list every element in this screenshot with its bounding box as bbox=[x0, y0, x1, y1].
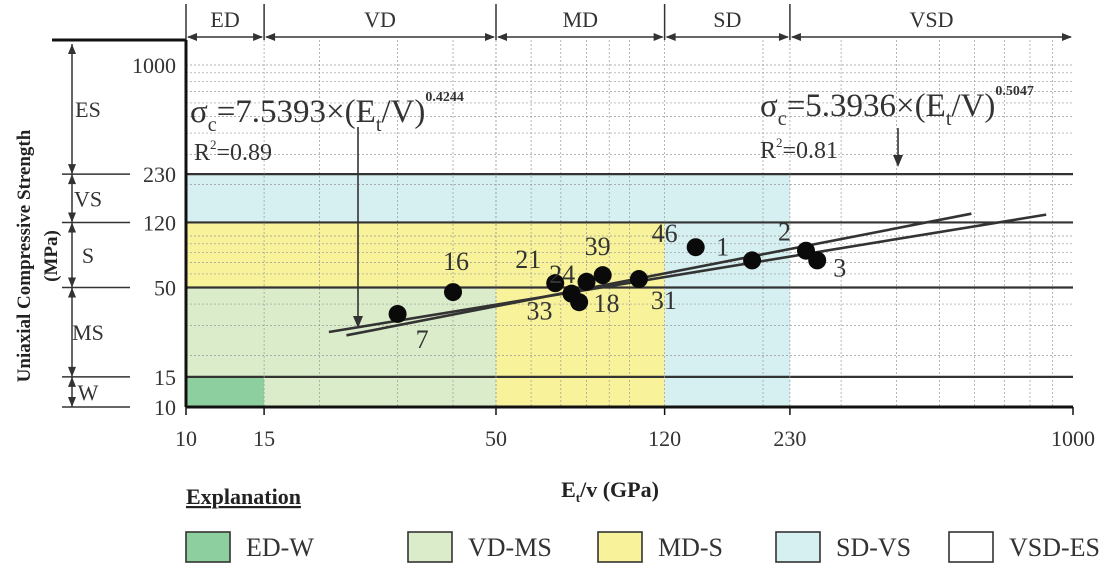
x-class-arrowhead bbox=[496, 33, 507, 41]
data-point bbox=[743, 251, 762, 270]
y-class-arrowhead bbox=[68, 44, 76, 54]
data-point bbox=[570, 293, 589, 312]
fit-line-2 bbox=[328, 213, 1047, 334]
y-class-arrowhead bbox=[68, 376, 76, 387]
x-class-arrowhead bbox=[187, 33, 197, 41]
r2-right: R2=0.81 bbox=[760, 135, 838, 164]
y-class-arrowhead bbox=[68, 287, 76, 298]
arrowhead-left bbox=[353, 316, 363, 328]
legend-label: VSD-ES bbox=[1009, 533, 1100, 562]
data-point bbox=[808, 251, 827, 270]
x-class-label: VSD bbox=[909, 7, 953, 32]
y-axis-unit: (MPa) bbox=[41, 230, 62, 282]
x-tick-label: 1000 bbox=[1051, 426, 1095, 451]
legend-swatch-ed-w bbox=[185, 531, 231, 563]
y-class-arrowhead bbox=[68, 164, 76, 175]
data-point bbox=[444, 283, 463, 302]
point-label: 33 bbox=[527, 297, 553, 326]
y-class-arrowhead bbox=[68, 212, 76, 223]
y-tick-label: 50 bbox=[154, 275, 176, 300]
x-class-arrowhead bbox=[253, 33, 264, 41]
data-points: 7 16 21 33 24 18 39 31 46 1 2 3 bbox=[388, 218, 846, 354]
legend-swatch-vsd-es bbox=[948, 531, 994, 563]
point-label: 16 bbox=[443, 247, 469, 276]
fit-equation-right: σc=5.3936×(Et/V)0.5047 R2=0.81 bbox=[760, 84, 1034, 164]
legend-swatch-vd-ms bbox=[407, 531, 453, 563]
y-tick-label: 15 bbox=[154, 365, 176, 390]
y-class-arrowhead bbox=[68, 366, 76, 377]
y-class-label: VS bbox=[74, 186, 102, 211]
x-class-label: ED bbox=[210, 7, 239, 32]
x-class-arrowhead bbox=[665, 33, 676, 41]
point-label: 31 bbox=[651, 286, 677, 315]
x-class-label: MD bbox=[563, 7, 598, 32]
data-point bbox=[629, 270, 648, 289]
data-point bbox=[546, 274, 565, 293]
x-axis-title: Et/v (GPa) bbox=[561, 477, 659, 505]
legend-swatch-md-s bbox=[597, 531, 643, 563]
equation-right: σc=5.3936×(Et/V)0.5047 bbox=[760, 84, 1034, 130]
legend-label: SD-VS bbox=[836, 533, 911, 562]
axis-ticks: 10 15 50 120 230 1000 10 15 50 120 230 1000 bbox=[132, 53, 1095, 451]
x-class-arrowhead bbox=[653, 33, 664, 41]
legend-title: Explanation bbox=[186, 484, 301, 509]
y-tick-label: 10 bbox=[154, 395, 176, 420]
y-class-arrowhead bbox=[68, 277, 76, 288]
y-axis-title: Uniaxial Compressive Strength bbox=[14, 129, 35, 382]
legend: Explanation ED-W VD-MS MD-S SD-VS VSD-ES bbox=[185, 484, 1100, 563]
x-class-label: VD bbox=[364, 7, 396, 32]
point-label: 18 bbox=[594, 289, 620, 318]
x-class-arrowhead bbox=[790, 33, 801, 41]
point-label: 2 bbox=[778, 218, 791, 247]
y-tick-label: 1000 bbox=[132, 53, 176, 78]
y-class-arrowhead bbox=[68, 222, 76, 233]
equation-left: σc=7.5393×(Et/V)0.4244 bbox=[190, 90, 464, 136]
point-label: 3 bbox=[833, 253, 846, 282]
y-tick-label: 120 bbox=[143, 210, 176, 235]
legend-swatch-sd-vs bbox=[775, 531, 821, 563]
x-class-arrowhead bbox=[1062, 33, 1072, 41]
r2-left: R2=0.89 bbox=[194, 137, 272, 166]
point-label: 21 bbox=[515, 245, 541, 274]
x-tick-label: 15 bbox=[253, 426, 275, 451]
x-tick-label: 230 bbox=[773, 426, 806, 451]
x-class-label: SD bbox=[713, 7, 741, 32]
legend-label: ED-W bbox=[246, 533, 314, 562]
x-class-arrowhead bbox=[484, 33, 495, 41]
y-tick-label: 230 bbox=[143, 162, 176, 187]
data-point bbox=[593, 266, 612, 285]
arrowhead-right bbox=[893, 155, 903, 167]
y-class-arrowhead bbox=[68, 397, 76, 407]
region-ed-w bbox=[186, 376, 265, 407]
y-class-label: MS bbox=[72, 320, 104, 345]
data-point bbox=[686, 238, 705, 257]
fit-line-1 bbox=[346, 212, 972, 337]
plot-grid bbox=[52, 38, 1073, 409]
point-label: 24 bbox=[549, 260, 575, 289]
fit-equation-left: σc=7.5393×(Et/V)0.4244 R2=0.89 bbox=[190, 90, 464, 166]
point-label: 1 bbox=[716, 232, 729, 261]
legend-label: VD-MS bbox=[468, 533, 552, 562]
point-label: 7 bbox=[416, 325, 429, 354]
annotation-arrows bbox=[353, 127, 903, 328]
x-tick-label: 10 bbox=[175, 426, 197, 451]
fit-lines bbox=[328, 212, 1047, 337]
x-class-arrowhead bbox=[265, 33, 276, 41]
point-label: 39 bbox=[585, 232, 611, 261]
point-label: 46 bbox=[652, 219, 678, 248]
class-brackets: ED VD MD SD VSD ES VS S MS W bbox=[62, 4, 1072, 408]
y-class-label: S bbox=[82, 243, 94, 268]
legend-label: MD-S bbox=[658, 533, 723, 562]
x-tick-label: 50 bbox=[485, 426, 507, 451]
x-class-arrowhead bbox=[778, 33, 789, 41]
y-class-label: W bbox=[78, 380, 99, 405]
x-tick-label: 120 bbox=[648, 426, 681, 451]
y-class-arrowhead bbox=[68, 174, 76, 185]
data-point bbox=[388, 304, 407, 323]
data-point bbox=[577, 272, 596, 291]
y-class-label: ES bbox=[75, 97, 101, 122]
